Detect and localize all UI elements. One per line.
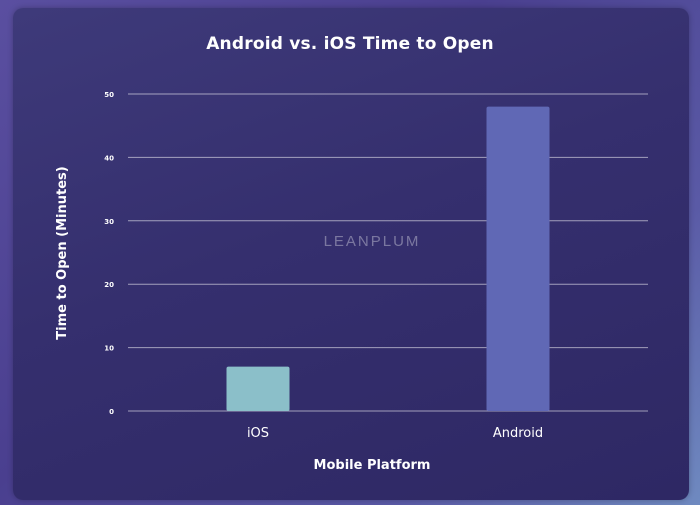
y-tick-label: 20 [104, 281, 114, 289]
bars [226, 106, 550, 412]
x-tick-label: Android [493, 426, 543, 441]
y-axis-ticks: 0 10 20 30 40 50 [104, 91, 114, 416]
gridlines [128, 93, 648, 412]
x-axis-label: Mobile Platform [314, 458, 431, 473]
x-axis-ticks: iOS Android [247, 426, 543, 441]
y-tick-label: 10 [104, 345, 114, 353]
y-axis-label: Time to Open (Minutes) [55, 166, 70, 339]
y-tick-label: 40 [104, 154, 114, 162]
chart-title: Android vs. iOS Time to Open [206, 34, 494, 54]
bar-android [486, 106, 550, 412]
y-tick-label: 30 [104, 218, 114, 226]
x-tick-label: iOS [247, 426, 269, 441]
chart-card [13, 8, 689, 500]
y-tick-label: 50 [104, 91, 114, 99]
watermark-text: LEANPLUM [324, 233, 421, 250]
y-tick-label: 0 [109, 408, 114, 416]
bar-ios [226, 366, 290, 411]
